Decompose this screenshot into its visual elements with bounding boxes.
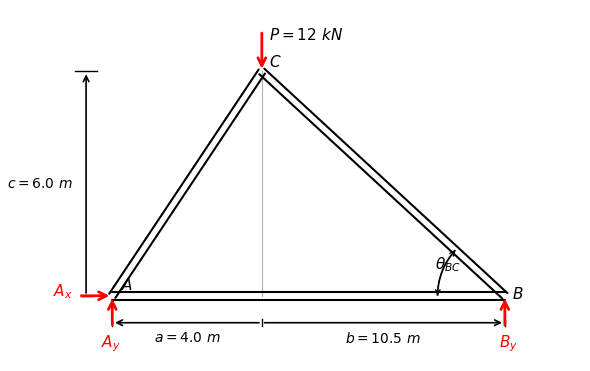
- Text: $c = 6.0$ m: $c = 6.0$ m: [7, 177, 73, 191]
- Text: $A$: $A$: [120, 277, 133, 293]
- Text: $P = 12$ kN: $P = 12$ kN: [268, 27, 343, 43]
- Text: $B$: $B$: [512, 286, 523, 302]
- Text: $a = 4.0$ m: $a = 4.0$ m: [154, 331, 220, 345]
- Text: $C$: $C$: [268, 53, 281, 70]
- Text: $A_x$: $A_x$: [54, 282, 73, 301]
- Text: $A_y$: $A_y$: [100, 333, 120, 354]
- Text: $b = 10.5$ m: $b = 10.5$ m: [346, 331, 421, 346]
- Text: $B_y$: $B_y$: [499, 333, 518, 354]
- Text: $\theta_{BC}$: $\theta_{BC}$: [435, 256, 461, 275]
